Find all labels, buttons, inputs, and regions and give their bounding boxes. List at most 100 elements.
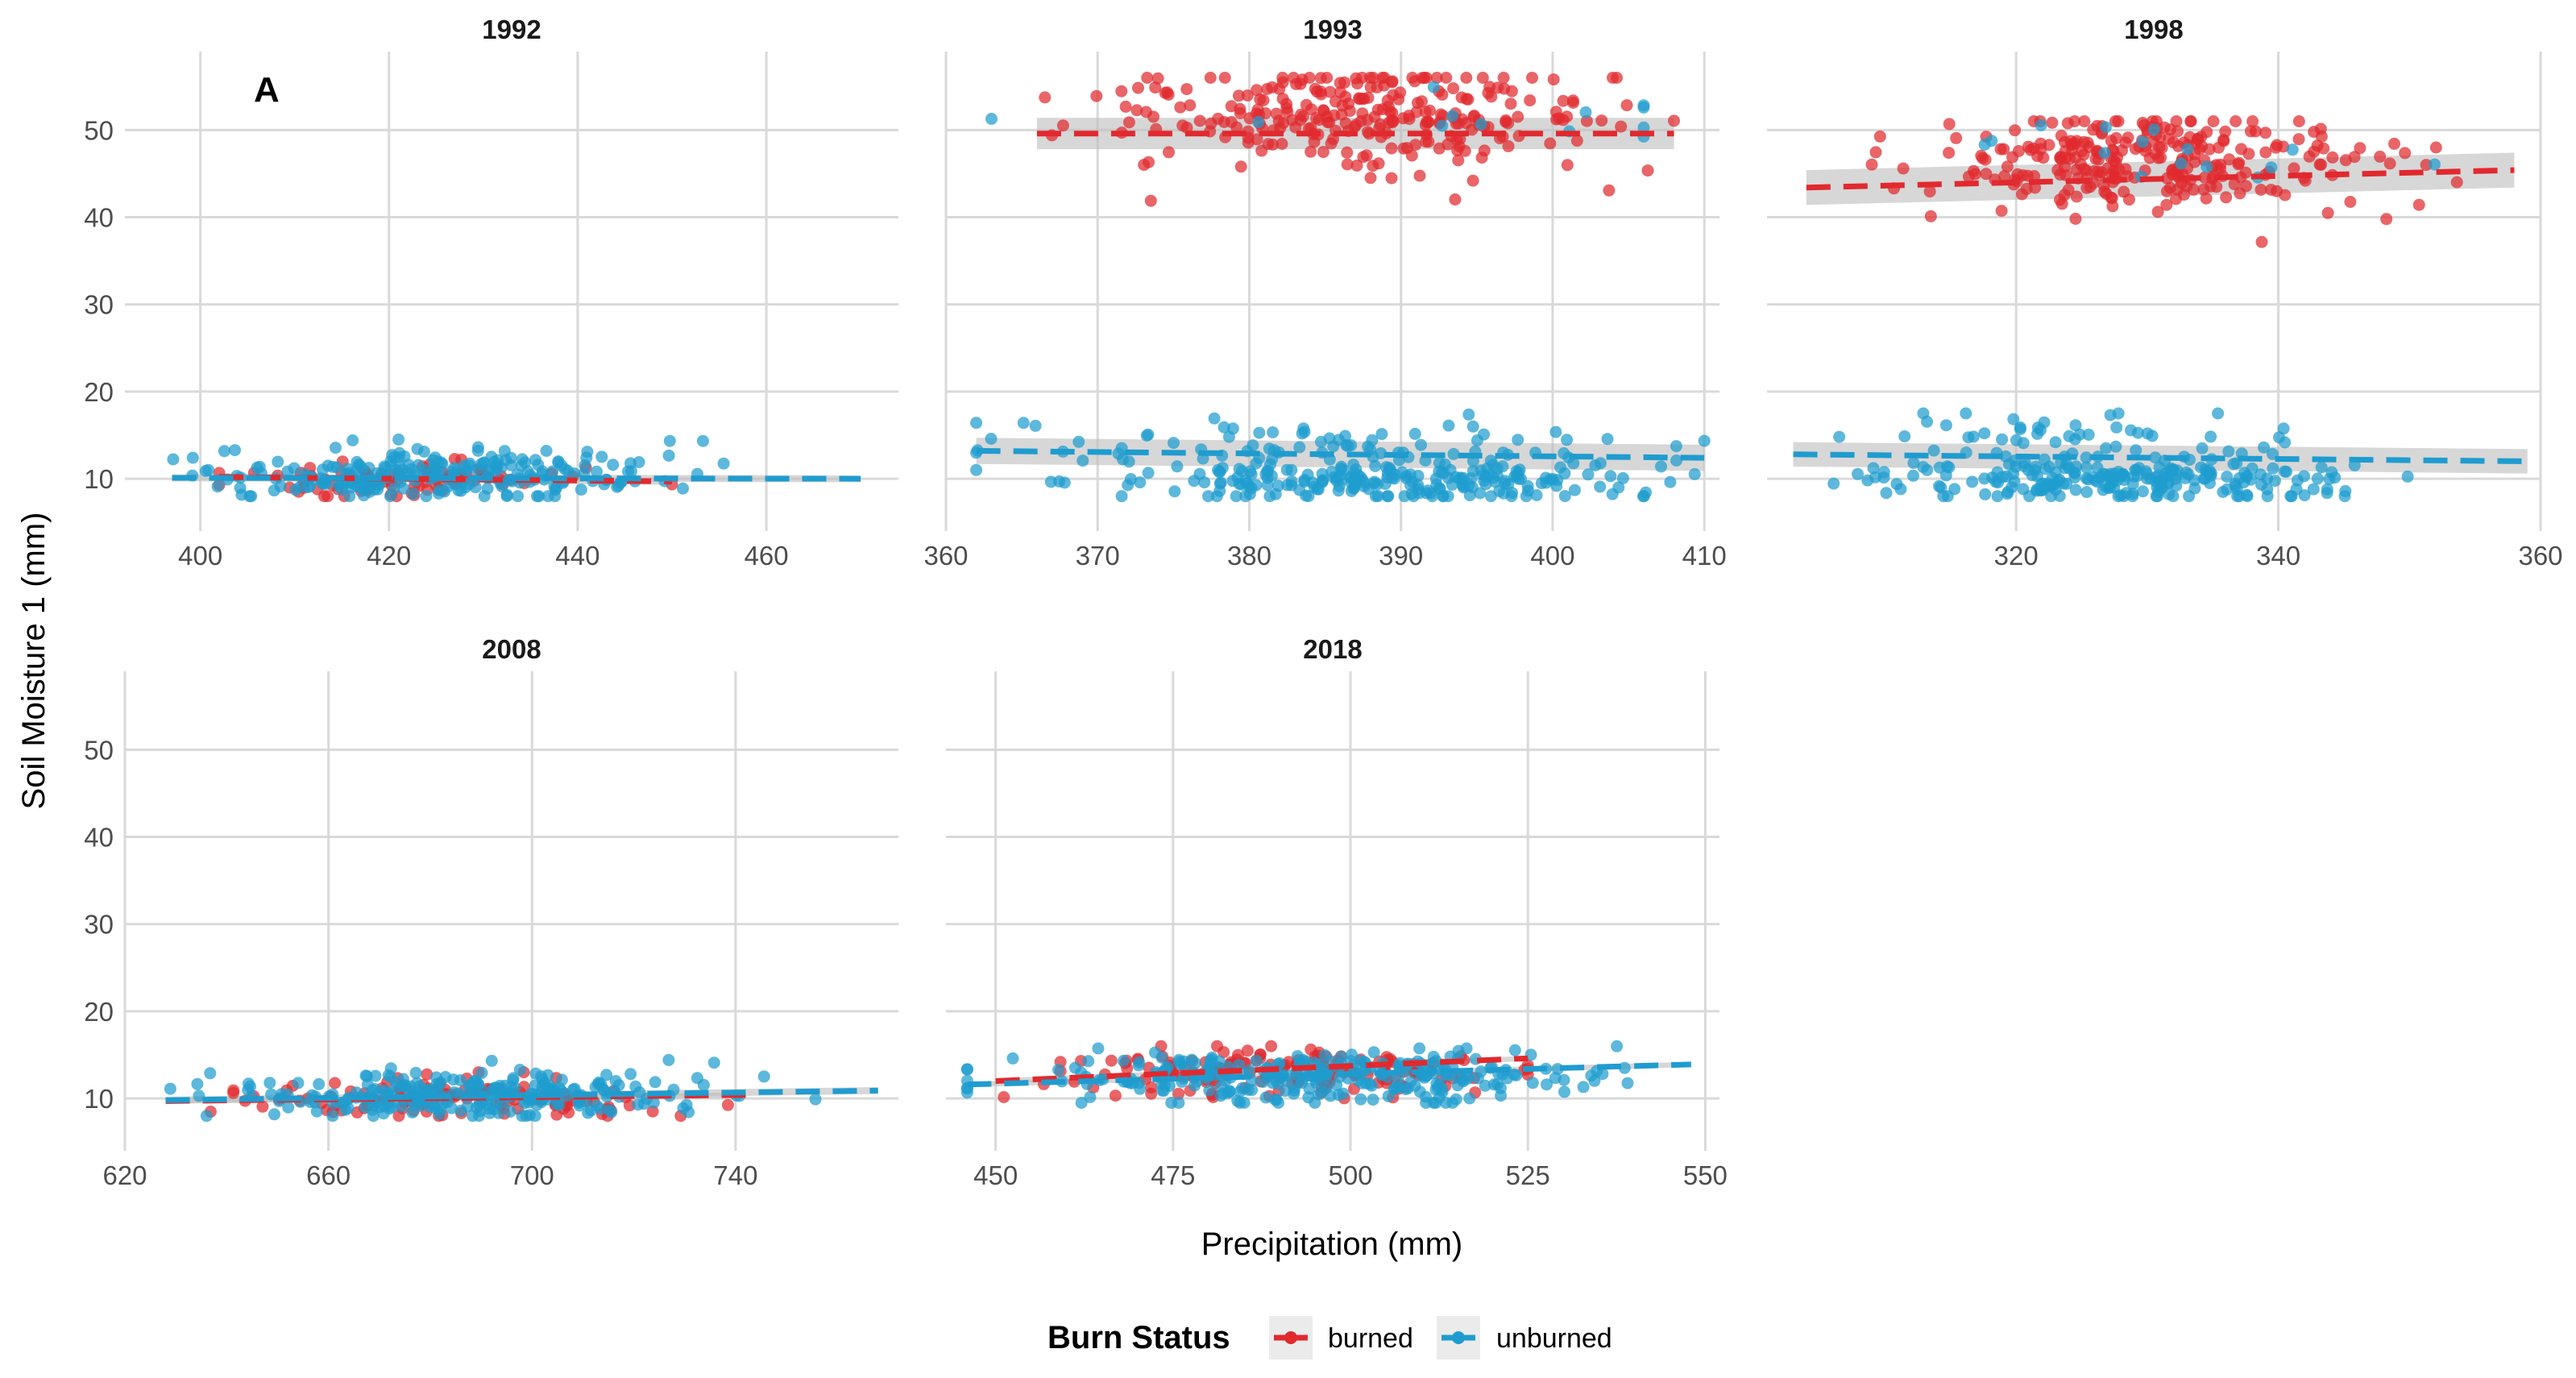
scatter-point-unburned	[680, 1098, 693, 1111]
legend-item-burned: burned	[1269, 1316, 1413, 1359]
scatter-point-unburned	[540, 445, 553, 457]
scatter-point-burned	[1193, 114, 1206, 127]
scatter-point-unburned	[1058, 476, 1071, 489]
scatter-point-unburned	[2069, 419, 2082, 432]
scatter-point-unburned	[2007, 413, 2020, 425]
scatter-point-burned	[1056, 119, 1069, 132]
scatter-point-burned	[1386, 76, 1399, 89]
scatter-point-burned	[1419, 106, 1432, 118]
scatter-point-unburned	[2112, 407, 2125, 420]
scatter-point-burned	[2210, 181, 2223, 193]
scatter-point-unburned	[1367, 1046, 1380, 1059]
scatter-point-burned	[2170, 115, 2183, 127]
scatter-point-burned	[1476, 72, 1489, 84]
scatter-point-unburned	[2201, 160, 2213, 173]
panel-background	[125, 671, 898, 1151]
x-tick-label: 420	[367, 541, 411, 571]
scatter-point-unburned	[2195, 461, 2208, 474]
scatter-point-unburned	[1259, 1091, 1272, 1104]
scatter-point-unburned	[2031, 427, 2043, 440]
scatter-point-unburned	[1243, 1065, 1256, 1077]
scatter-point-unburned	[2246, 462, 2259, 475]
scatter-point-unburned	[464, 1081, 477, 1094]
scatter-point-burned	[1362, 91, 1375, 104]
scatter-point-unburned	[282, 1101, 295, 1114]
scatter-point-unburned	[2112, 490, 2125, 503]
scatter-point-unburned	[1052, 1064, 1064, 1077]
scatter-point-unburned	[1466, 465, 1479, 478]
scatter-point-unburned	[433, 487, 445, 500]
scatter-point-unburned	[1979, 488, 1992, 500]
scatter-point-unburned	[1549, 1072, 1562, 1085]
scatter-point-unburned	[960, 1063, 973, 1076]
scatter-point-unburned	[357, 489, 370, 502]
scatter-point-unburned	[326, 1110, 339, 1123]
scatter-point-unburned	[2182, 468, 2195, 481]
scatter-point-unburned	[1068, 1061, 1081, 1074]
scatter-point-unburned	[454, 1074, 467, 1086]
scatter-point-unburned	[1460, 1042, 1473, 1055]
scatter-point-burned	[1205, 117, 1217, 130]
trend-line-burned	[1806, 167, 2515, 191]
y-tick-label: 10	[84, 1084, 114, 1114]
scatter-point-burned	[2161, 172, 2174, 185]
scatter-point-unburned	[1966, 475, 1979, 488]
scatter-point-unburned	[1508, 1044, 1521, 1056]
scatter-point-unburned	[1907, 456, 1920, 469]
scatter-point-burned	[1561, 159, 1574, 172]
scatter-point-unburned	[2080, 451, 2093, 464]
scatter-point-unburned	[1362, 440, 1375, 453]
scatter-point-unburned	[717, 457, 730, 470]
scatter-point-unburned	[397, 482, 410, 495]
scatter-point-unburned	[2277, 422, 2290, 435]
scatter-point-unburned	[1917, 407, 1930, 420]
scatter-point-unburned	[1978, 139, 1991, 151]
scatter-point-unburned	[2049, 436, 2062, 449]
scatter-point-unburned	[2162, 477, 2175, 490]
scatter-point-unburned	[970, 417, 983, 430]
scatter-point-burned	[1276, 138, 1288, 150]
scatter-point-unburned	[1345, 484, 1358, 497]
scatter-point-burned	[2020, 182, 2033, 195]
scatter-point-burned	[2059, 135, 2071, 148]
scatter-point-burned	[1147, 110, 1159, 123]
scatter-point-unburned	[1991, 490, 2004, 503]
scatter-point-burned	[1234, 106, 1247, 119]
scatter-point-burned	[2046, 116, 2059, 129]
scatter-point-unburned	[411, 442, 424, 455]
scatter-point-unburned	[1236, 1081, 1249, 1094]
scatter-point-unburned	[2199, 472, 2211, 485]
scatter-point-unburned	[1937, 490, 1950, 503]
scatter-point-unburned	[582, 1106, 595, 1119]
scatter-point-unburned	[1413, 1085, 1426, 1098]
scatter-point-unburned	[500, 488, 513, 501]
scatter-point-unburned	[268, 484, 280, 497]
scatter-point-unburned	[1475, 1065, 1487, 1078]
scatter-point-unburned	[1520, 490, 1533, 503]
scatter-point-unburned	[2311, 472, 2324, 485]
scatter-point-unburned	[1369, 459, 1382, 472]
scatter-point-burned	[1620, 99, 1633, 112]
scatter-point-unburned	[200, 1110, 213, 1123]
scatter-point-unburned	[167, 453, 180, 466]
scatter-point-unburned	[1554, 461, 1566, 474]
scatter-point-unburned	[1442, 419, 1455, 432]
x-tick-label: 340	[2256, 541, 2300, 571]
scatter-point-burned	[2155, 141, 2168, 154]
scatter-point-burned	[2240, 180, 2253, 193]
scatter-point-burned	[2119, 136, 2132, 149]
x-tick-label: 450	[973, 1160, 1018, 1190]
scatter-point-unburned	[1404, 1075, 1417, 1088]
scatter-point-unburned	[1231, 471, 1244, 484]
scatter-point-burned	[2303, 150, 2316, 163]
scatter-point-unburned	[204, 1067, 217, 1080]
x-tick-label: 525	[1506, 1160, 1550, 1190]
scatter-point-burned	[2070, 190, 2083, 203]
scatter-point-burned	[2109, 115, 2122, 127]
confidence-band-unburned	[976, 438, 1705, 471]
scatter-point-unburned	[1589, 459, 1602, 471]
scatter-point-unburned	[1171, 460, 1184, 473]
scatter-point-burned	[2315, 158, 2327, 171]
scatter-point-unburned	[1298, 474, 1311, 487]
scatter-point-unburned	[1962, 431, 1975, 444]
